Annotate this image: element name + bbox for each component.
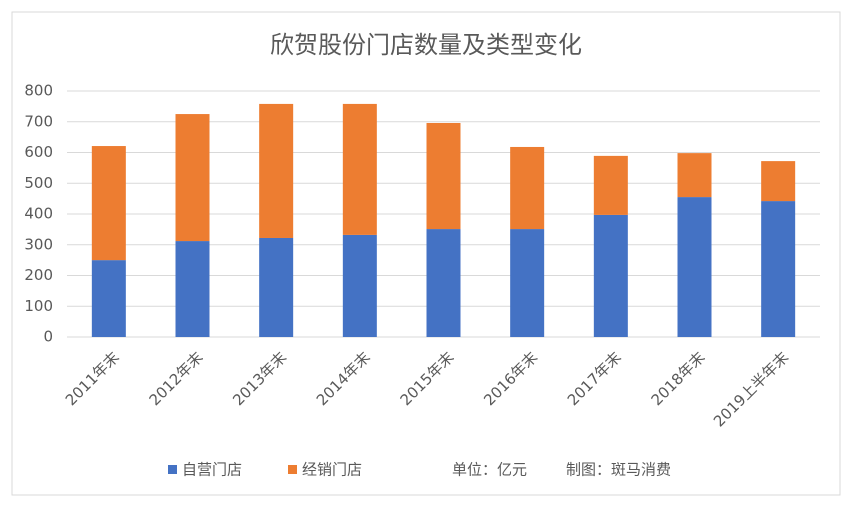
- legend-swatch: [168, 465, 177, 474]
- bar-segment: [259, 237, 294, 337]
- bar-segment: [426, 229, 461, 337]
- annotation: 制图：斑马消费: [566, 461, 671, 479]
- bar-segment: [510, 229, 545, 337]
- bar-segment: [342, 103, 377, 235]
- bar-segment: [342, 234, 377, 337]
- y-tick-label: 100: [24, 297, 53, 315]
- annotation: 单位：亿元: [452, 461, 527, 479]
- legend-swatch: [288, 465, 297, 474]
- y-tick-label: 0: [43, 328, 53, 346]
- bar-segment: [593, 214, 628, 337]
- chart-title: 欣贺股份门店数量及类型变化: [270, 31, 582, 59]
- bar-segment: [91, 260, 126, 337]
- bar-segment: [175, 241, 210, 337]
- y-tick-label: 400: [24, 205, 53, 223]
- legend-label: 自营门店: [182, 461, 242, 479]
- bar-segment: [426, 122, 461, 230]
- bar-segment: [259, 103, 294, 238]
- bar-segment: [761, 201, 796, 337]
- bar-segment: [91, 146, 126, 261]
- bar-segment: [677, 197, 712, 337]
- y-tick-label: 800: [24, 82, 53, 100]
- y-tick-label: 600: [24, 143, 53, 161]
- legend-label: 经销门店: [302, 461, 362, 479]
- bar-segment: [175, 114, 210, 242]
- bar-segment: [593, 155, 628, 215]
- y-tick-label: 200: [24, 266, 53, 284]
- y-tick-label: 500: [24, 174, 53, 192]
- bar-segment: [677, 153, 712, 198]
- y-tick-label: 300: [24, 235, 53, 253]
- bar-segment: [510, 146, 545, 230]
- y-tick-label: 700: [24, 112, 53, 130]
- bar-segment: [761, 161, 796, 202]
